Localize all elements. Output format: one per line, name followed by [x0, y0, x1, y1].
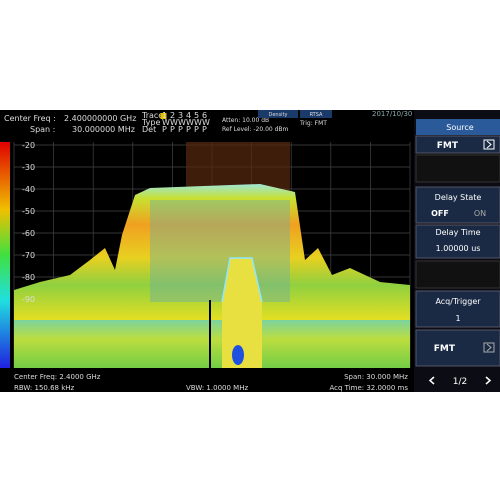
- trace-det: P: [194, 125, 199, 134]
- trace-type: W: [202, 118, 210, 127]
- trace-type: W: [170, 118, 178, 127]
- footer-span: Span: 30.000 MHz: [344, 373, 408, 381]
- atten: Atten: 10.00 dB: [222, 117, 269, 124]
- menu-button[interactable]: [415, 260, 500, 289]
- menu-button[interactable]: [415, 224, 500, 259]
- y-tick-label: -60: [22, 229, 35, 238]
- menu-item[interactable]: FMT: [434, 344, 456, 354]
- trig: Trig: FMT: [299, 120, 327, 127]
- y-tick-label: -50: [22, 207, 35, 216]
- date: 2017/10/30: [372, 110, 412, 118]
- footer-center: Center Freq: 2.4000 GHz: [14, 373, 101, 381]
- menu-item[interactable]: Acq/Trigger: [435, 297, 481, 306]
- y-tick-label: -30: [22, 163, 35, 172]
- noise-floor: [14, 320, 410, 368]
- option-off[interactable]: OFF: [431, 209, 449, 218]
- menu-item[interactable]: FMT: [437, 141, 459, 151]
- color-scale: [0, 142, 10, 368]
- center-freq-label: Center Freq :: [4, 114, 56, 123]
- menu-title-bg: [416, 119, 500, 135]
- trace-number: 5: [194, 111, 199, 120]
- trace-number: 1: [162, 111, 167, 120]
- menu-item[interactable]: Delay State: [435, 193, 482, 202]
- y-tick-label: -20: [22, 141, 35, 150]
- trace-type: W: [194, 118, 202, 127]
- trace-number: 4: [186, 111, 191, 120]
- menu-item[interactable]: Delay Time: [435, 228, 480, 237]
- trace-active: [160, 113, 167, 119]
- option-on[interactable]: ON: [474, 209, 486, 218]
- type-label: Type: [141, 118, 160, 127]
- burst-core: [232, 345, 244, 365]
- y-tick-label: -40: [22, 185, 35, 194]
- menu-value[interactable]: 1.00000 us: [436, 244, 481, 253]
- menu-value[interactable]: 1: [455, 314, 460, 323]
- page-arrows[interactable]: [428, 376, 492, 385]
- trace-type: W: [178, 118, 186, 127]
- trace-number: 6: [202, 111, 207, 120]
- arrow[interactable]: [483, 139, 495, 150]
- menu-button[interactable]: [415, 186, 500, 224]
- span-value: 30.000000 MHz: [72, 125, 135, 134]
- menu-button[interactable]: [415, 154, 500, 183]
- trace-det: P: [202, 125, 207, 134]
- trace-det: P: [186, 125, 191, 134]
- burst-edge: [221, 257, 263, 303]
- trace-det: P: [178, 125, 183, 134]
- menu-title: Source: [446, 123, 474, 132]
- burst: [222, 258, 262, 368]
- trace-type: W: [186, 118, 194, 127]
- ref-level: Ref Level: -20.00 dBm: [222, 126, 289, 133]
- trace-det: P: [162, 125, 167, 134]
- footer-vbw: VBW: 1.0000 MHz: [186, 384, 248, 392]
- det-label: Det: [142, 125, 156, 134]
- span-label: Span :: [30, 125, 55, 134]
- trace-label: Trace: [141, 111, 163, 120]
- menu-button[interactable]: [415, 329, 500, 367]
- trace-number: 2: [170, 111, 175, 120]
- y-tick-label: -90: [22, 295, 35, 304]
- center-freq-value: 2.400000000 GHz: [64, 114, 136, 123]
- overlay: [150, 200, 290, 302]
- trace-number: 3: [178, 111, 183, 120]
- mode-tab[interactable]: [258, 110, 298, 118]
- trace-det: P: [170, 125, 175, 134]
- y-tick-label: -80: [22, 273, 35, 282]
- menu-button[interactable]: [415, 290, 500, 328]
- arrow[interactable]: [483, 342, 495, 353]
- y-tick-label: -70: [22, 251, 35, 260]
- mode-rtsa[interactable]: RTSA: [310, 112, 323, 118]
- footer-acq: Acq Time: 32.0000 ms: [329, 384, 408, 392]
- trace-type: W: [162, 118, 170, 127]
- menu-page: 1/2: [453, 377, 467, 387]
- menu-button[interactable]: [415, 135, 500, 154]
- footer-rbw: RBW: 150.68 kHz: [14, 384, 75, 392]
- mode-tab[interactable]: [300, 110, 332, 118]
- mode-density[interactable]: Density: [268, 112, 287, 118]
